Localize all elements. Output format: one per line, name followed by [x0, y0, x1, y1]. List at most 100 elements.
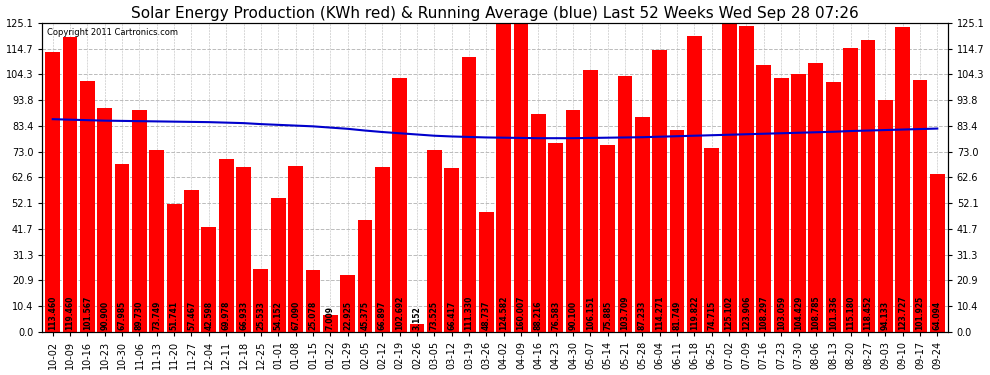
Bar [80, 81, 95, 332]
Text: 57.467: 57.467 [187, 300, 196, 330]
Text: 119.460: 119.460 [65, 295, 74, 330]
Text: 108.297: 108.297 [759, 295, 768, 330]
Bar [132, 111, 147, 332]
Bar [635, 117, 649, 332]
Bar [791, 74, 806, 332]
Text: 25.533: 25.533 [256, 301, 265, 330]
Text: 101.567: 101.567 [83, 295, 92, 330]
Text: 103.059: 103.059 [777, 296, 786, 330]
Bar [600, 145, 615, 332]
Bar [930, 174, 944, 332]
Bar [237, 167, 250, 332]
Text: 89.730: 89.730 [135, 300, 144, 330]
Bar [514, 0, 529, 332]
Bar [740, 26, 753, 332]
Bar [184, 190, 199, 332]
Text: 66.933: 66.933 [239, 300, 248, 330]
Text: 108.785: 108.785 [812, 295, 821, 330]
Text: 115.180: 115.180 [846, 295, 855, 330]
Text: 123.727: 123.727 [898, 295, 907, 330]
Bar [323, 315, 338, 332]
Bar [97, 108, 112, 332]
Bar [445, 168, 459, 332]
Text: 48.737: 48.737 [482, 300, 491, 330]
Bar [756, 64, 771, 332]
Title: Solar Energy Production (KWh red) & Running Average (blue) Last 52 Weeks Wed Sep: Solar Energy Production (KWh red) & Runn… [131, 6, 859, 21]
Text: 102.692: 102.692 [395, 295, 404, 330]
Text: 88.216: 88.216 [534, 300, 543, 330]
Text: 25.078: 25.078 [309, 300, 318, 330]
Bar [583, 70, 598, 332]
Text: 123.906: 123.906 [742, 295, 751, 330]
Text: 103.709: 103.709 [621, 295, 630, 330]
Text: 7.009: 7.009 [326, 306, 335, 330]
Text: 64.094: 64.094 [933, 300, 941, 330]
Bar [46, 52, 60, 332]
Bar [149, 150, 164, 332]
Text: 101.336: 101.336 [829, 295, 838, 330]
Bar [410, 324, 425, 332]
Text: 90.900: 90.900 [100, 300, 109, 330]
Bar [357, 220, 372, 332]
Bar [705, 147, 719, 332]
Text: 94.133: 94.133 [881, 300, 890, 330]
Bar [306, 270, 320, 332]
Text: Copyright 2011 Cartronics.com: Copyright 2011 Cartronics.com [47, 28, 178, 37]
Text: 3.152: 3.152 [413, 306, 422, 330]
Text: 114.271: 114.271 [655, 295, 664, 330]
Bar [826, 82, 841, 332]
Bar [687, 36, 702, 332]
Bar [427, 150, 442, 332]
Text: 66.897: 66.897 [378, 300, 387, 330]
Text: 42.598: 42.598 [204, 300, 213, 330]
Bar [253, 269, 268, 332]
Bar [375, 167, 390, 332]
Text: 111.330: 111.330 [464, 295, 473, 330]
Bar [271, 198, 285, 332]
Text: 90.100: 90.100 [568, 300, 577, 330]
Text: 67.985: 67.985 [118, 300, 127, 330]
Bar [843, 48, 858, 332]
Text: 66.417: 66.417 [447, 300, 456, 330]
Bar [341, 275, 355, 332]
Text: 118.452: 118.452 [863, 295, 872, 330]
Text: 81.749: 81.749 [672, 300, 681, 330]
Text: 73.749: 73.749 [152, 300, 161, 330]
Text: 160.007: 160.007 [517, 295, 526, 330]
Bar [895, 27, 910, 332]
Bar [496, 24, 511, 332]
Text: 67.090: 67.090 [291, 300, 300, 330]
Bar [531, 114, 545, 332]
Bar [166, 204, 181, 332]
Text: 113.460: 113.460 [49, 295, 57, 330]
Bar [670, 130, 684, 332]
Bar [618, 76, 633, 332]
Bar [652, 50, 667, 332]
Bar [479, 211, 494, 332]
Text: 119.822: 119.822 [690, 295, 699, 330]
Text: 125.102: 125.102 [725, 296, 734, 330]
Bar [809, 63, 824, 332]
Text: 54.152: 54.152 [273, 301, 283, 330]
Text: 76.583: 76.583 [551, 300, 560, 330]
Text: 74.715: 74.715 [707, 300, 717, 330]
Bar [62, 37, 77, 332]
Text: 45.375: 45.375 [360, 301, 369, 330]
Text: 87.233: 87.233 [638, 300, 646, 330]
Text: 73.525: 73.525 [430, 301, 439, 330]
Bar [461, 57, 476, 332]
Bar [219, 159, 234, 332]
Bar [860, 39, 875, 332]
Bar [722, 23, 737, 332]
Text: 75.885: 75.885 [603, 300, 612, 330]
Text: 101.925: 101.925 [916, 296, 925, 330]
Bar [115, 164, 130, 332]
Bar [548, 143, 563, 332]
Text: 106.151: 106.151 [586, 296, 595, 330]
Bar [774, 78, 789, 332]
Text: 22.925: 22.925 [344, 301, 352, 330]
Bar [913, 80, 928, 332]
Text: 69.978: 69.978 [222, 300, 231, 330]
Text: 124.582: 124.582 [499, 295, 508, 330]
Bar [565, 110, 580, 332]
